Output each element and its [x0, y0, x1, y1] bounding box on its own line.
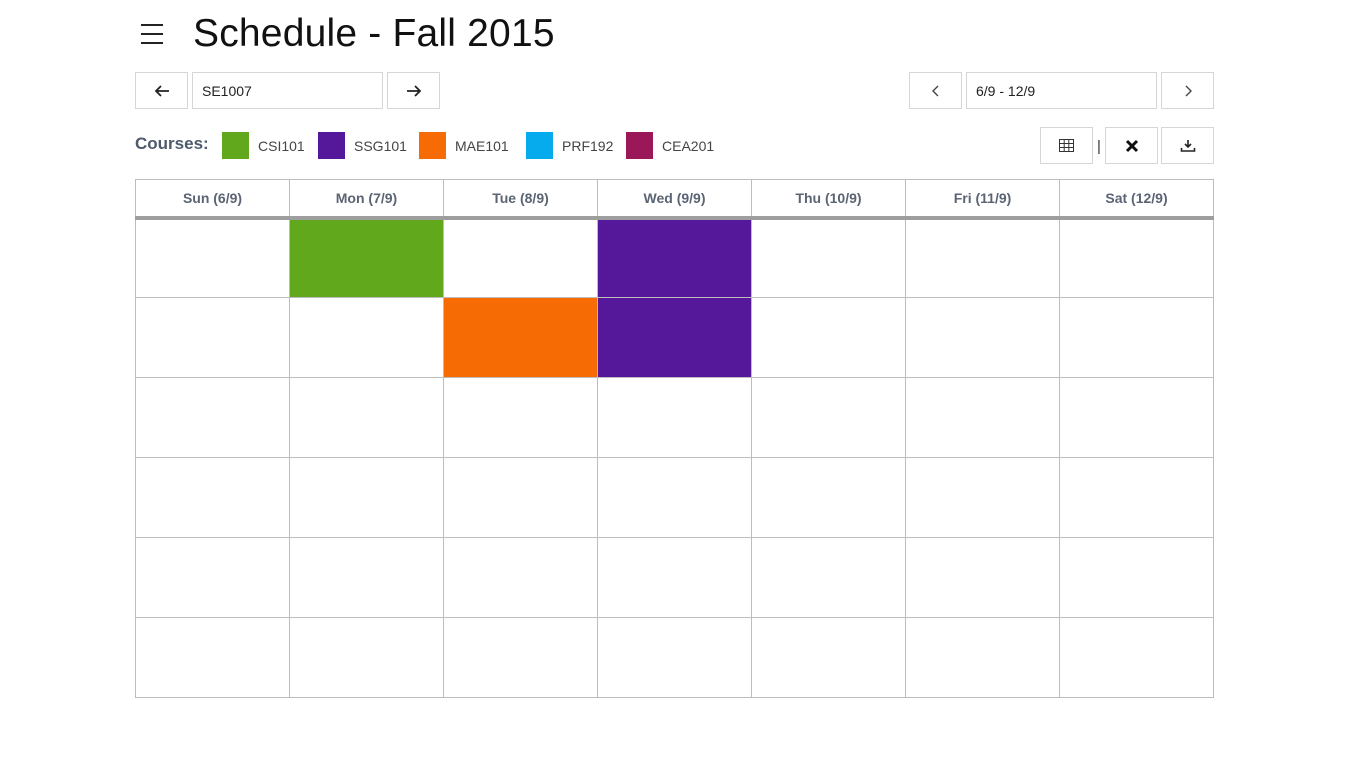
chevron-right-icon: [1185, 85, 1192, 96]
schedule-cell[interactable]: [751, 377, 906, 458]
schedule-cell[interactable]: [751, 617, 906, 698]
chevron-left-icon: [931, 85, 938, 96]
prev-week-button[interactable]: [909, 72, 962, 109]
schedule-cell[interactable]: [905, 457, 1060, 538]
course-name: MAE101: [455, 137, 509, 154]
day-header-fri: Fri (11/9): [905, 179, 1060, 220]
class-code-field[interactable]: SE1007: [192, 72, 383, 109]
schedule-cell[interactable]: [751, 537, 906, 618]
legend-item-csi101: CSI101: [222, 132, 305, 159]
course-name: SSG101: [354, 137, 407, 154]
schedule-cell[interactable]: [289, 457, 444, 538]
schedule-cell[interactable]: [905, 617, 1060, 698]
schedule-cell[interactable]: [1059, 617, 1214, 698]
prev-class-button[interactable]: [135, 72, 188, 109]
table-icon: [1059, 139, 1074, 152]
schedule-cell[interactable]: [443, 457, 598, 538]
schedule-cell[interactable]: [1059, 537, 1214, 618]
schedule-cell[interactable]: [1059, 297, 1214, 378]
day-header-thu: Thu (10/9): [751, 179, 906, 220]
schedule-cell-csi101[interactable]: [289, 217, 444, 298]
download-icon: [1180, 139, 1195, 152]
course-name: PRF192: [562, 137, 614, 154]
next-class-button[interactable]: [387, 72, 440, 109]
download-button[interactable]: [1161, 127, 1214, 164]
schedule-cell[interactable]: [597, 617, 752, 698]
schedule-cell[interactable]: [289, 377, 444, 458]
schedule-cell[interactable]: [443, 217, 598, 298]
schedule-cell[interactable]: [597, 377, 752, 458]
course-color-swatch: [222, 132, 249, 159]
schedule-cell[interactable]: [135, 377, 290, 458]
courses-legend-label: Courses:: [135, 134, 209, 153]
course-color-swatch: [526, 132, 553, 159]
schedule-cell[interactable]: [135, 217, 290, 298]
schedule-cell[interactable]: [135, 617, 290, 698]
schedule-cell[interactable]: [135, 297, 290, 378]
schedule-cell[interactable]: [1059, 377, 1214, 458]
schedule-cell[interactable]: [751, 457, 906, 538]
course-color-swatch: [626, 132, 653, 159]
schedule-cell[interactable]: [135, 537, 290, 618]
course-color-swatch: [419, 132, 446, 159]
table-view-button[interactable]: [1040, 127, 1093, 164]
close-icon: [1125, 139, 1138, 152]
toolbar-separator: |: [1097, 138, 1101, 155]
day-header-sun: Sun (6/9): [135, 179, 290, 220]
schedule-cell[interactable]: [905, 297, 1060, 378]
schedule-cell[interactable]: [1059, 217, 1214, 298]
schedule-cell[interactable]: [289, 537, 444, 618]
course-name: CEA201: [662, 137, 715, 154]
legend-item-ssg101: SSG101: [318, 132, 407, 159]
schedule-cell[interactable]: [135, 457, 290, 538]
course-color-swatch: [318, 132, 345, 159]
weekly-schedule-grid: Sun (6/9) Mon (7/9) Tue (8/9) Wed (9/9) …: [135, 179, 1214, 698]
page-title: Schedule - Fall 2015: [193, 12, 555, 55]
course-name: CSI101: [258, 137, 305, 154]
schedule-cell-ssg101[interactable]: [597, 217, 752, 298]
day-header-tue: Tue (8/9): [443, 179, 598, 220]
schedule-cell-ssg101[interactable]: [597, 297, 752, 378]
legend-item-cea201: CEA201: [626, 132, 714, 159]
schedule-cell[interactable]: [597, 537, 752, 618]
arrow-left-icon: [154, 84, 169, 97]
schedule-cell[interactable]: [751, 217, 906, 298]
legend-item-prf192: PRF192: [526, 132, 613, 159]
day-header-sat: Sat (12/9): [1059, 179, 1214, 220]
schedule-cell[interactable]: [905, 217, 1060, 298]
schedule-cell[interactable]: [905, 537, 1060, 618]
clear-button[interactable]: [1105, 127, 1158, 164]
week-range-field[interactable]: 6/9 - 12/9: [966, 72, 1157, 109]
schedule-cell[interactable]: [751, 297, 906, 378]
next-week-button[interactable]: [1161, 72, 1214, 109]
schedule-cell[interactable]: [1059, 457, 1214, 538]
schedule-cell[interactable]: [905, 377, 1060, 458]
day-header-mon: Mon (7/9): [289, 179, 444, 220]
schedule-cell-mae101[interactable]: [443, 297, 598, 378]
schedule-cell[interactable]: [443, 377, 598, 458]
day-header-wed: Wed (9/9): [597, 179, 752, 220]
menu-icon[interactable]: [141, 24, 167, 48]
schedule-cell[interactable]: [597, 457, 752, 538]
schedule-cell[interactable]: [289, 297, 444, 378]
schedule-cell[interactable]: [289, 617, 444, 698]
arrow-right-icon: [406, 84, 421, 97]
schedule-cell[interactable]: [443, 537, 598, 618]
legend-item-mae101: MAE101: [419, 132, 509, 159]
schedule-cell[interactable]: [443, 617, 598, 698]
